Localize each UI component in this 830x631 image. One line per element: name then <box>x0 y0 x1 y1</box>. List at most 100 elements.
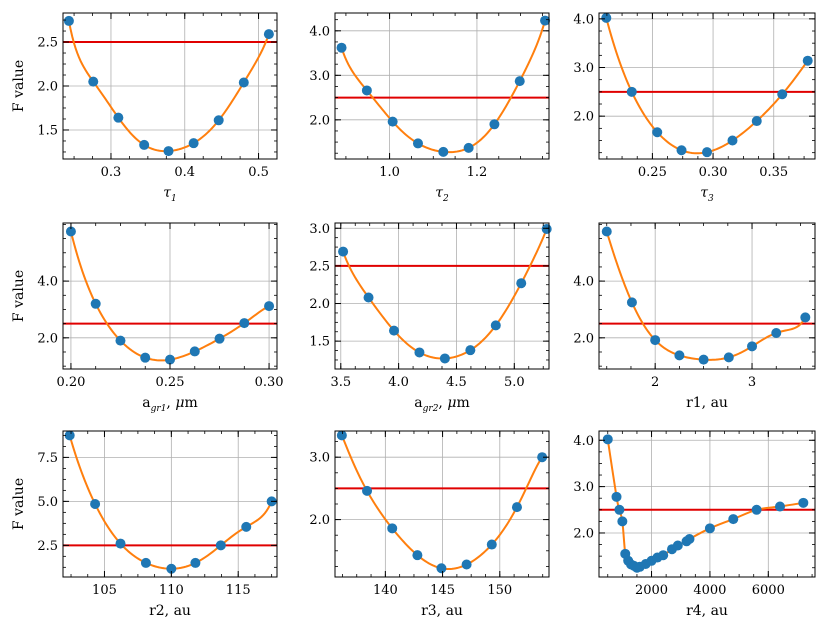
x-tick-label: 0.35 <box>759 165 788 180</box>
data-point <box>189 346 200 357</box>
x-axis-label-subscript: gr1 <box>151 404 167 414</box>
data-point <box>798 497 809 508</box>
data-point <box>115 538 126 549</box>
x-tick-label: 3.5 <box>330 375 351 390</box>
y-tick-label: 2.5 <box>309 259 330 274</box>
data-point <box>486 539 497 550</box>
x-axis-label-subscript: 3 <box>708 194 714 204</box>
data-point <box>723 352 734 363</box>
data-point <box>214 333 225 344</box>
data-point <box>90 499 101 509</box>
data-point <box>362 485 373 496</box>
data-point <box>516 278 527 289</box>
x-tick-label: 3 <box>748 375 756 390</box>
x-tick-label: 4.0 <box>388 375 409 390</box>
y-axis-label: F value <box>11 60 27 112</box>
x-axis-label-mu: μ <box>175 395 184 411</box>
data-point <box>438 146 449 157</box>
data-point <box>802 55 813 66</box>
data-point <box>388 325 399 336</box>
data-point <box>439 353 450 364</box>
x-tick-label: 0.20 <box>56 375 85 390</box>
y-tick-label: 2.0 <box>309 297 330 312</box>
data-point <box>540 15 551 26</box>
data-point <box>165 354 175 365</box>
x-tick-label: 0.30 <box>699 165 728 180</box>
y-tick-label: 5.0 <box>37 495 58 510</box>
data-point <box>239 318 250 329</box>
y-tick-label: 2.0 <box>37 80 58 95</box>
y-tick-label: 3.0 <box>309 222 330 237</box>
y-tick-label: 4.0 <box>573 434 594 449</box>
data-point <box>672 540 683 551</box>
data-point <box>611 491 622 502</box>
data-point <box>727 135 738 146</box>
y-tick-label: 2.0 <box>573 331 594 346</box>
x-tick-label: 2000 <box>635 583 668 598</box>
panel-4: 0.20 0.25 0.30 2.0 4.0 agr1, μm F value <box>11 222 284 414</box>
data-point <box>238 77 249 88</box>
data-point <box>676 145 687 156</box>
data-point <box>800 312 811 323</box>
y-tick-label: 1.5 <box>309 335 330 350</box>
x-axis-label-base: r4, au <box>686 603 728 619</box>
fit-curve <box>605 17 809 155</box>
fit-curve <box>340 434 543 571</box>
data-point <box>436 563 447 574</box>
x-axis-label-mu: μ <box>447 395 456 411</box>
x-tick-label: 0.30 <box>255 375 284 390</box>
x-axis-label: r1, au <box>686 395 728 411</box>
data-point <box>461 559 472 570</box>
x-tick-label: 5.0 <box>504 375 525 390</box>
y-tick-label: 2.0 <box>573 526 594 541</box>
y-tick-label: 2.5 <box>37 539 58 554</box>
data-point <box>614 504 625 515</box>
fit-curve <box>340 20 547 154</box>
x-axis-label-base: r2, au <box>149 603 191 619</box>
data-point <box>658 550 669 561</box>
data-point <box>163 146 174 157</box>
x-axis-label-suffix: , <box>438 395 447 411</box>
y-tick-label: 4.0 <box>309 24 330 39</box>
y-tick-label: 1.5 <box>37 123 58 138</box>
data-point <box>751 116 762 127</box>
y-tick-label: 4.0 <box>573 12 594 27</box>
data-point <box>115 335 126 346</box>
data-point <box>511 502 522 513</box>
panel-3: 0.25 0.30 0.35 2.0 3.0 4.0 τ3 <box>573 12 816 204</box>
data-point <box>465 345 476 356</box>
data-point <box>771 327 782 338</box>
fit-curve <box>68 435 273 570</box>
data-point <box>412 550 423 561</box>
x-axis-label-subscript: 2 <box>442 194 449 204</box>
x-tick-label: 140 <box>373 583 398 598</box>
panel-2: 1.0 1.2 2.0 3.0 4.0 τ2 <box>309 12 551 204</box>
data-point <box>361 85 372 96</box>
data-point <box>363 292 374 303</box>
fit-curve <box>342 228 548 360</box>
data-point <box>264 301 275 312</box>
y-tick-label: 2.0 <box>37 331 58 346</box>
data-point <box>336 42 347 53</box>
x-axis-label: r3, au <box>421 603 463 619</box>
y-tick-label: 4.0 <box>573 275 594 290</box>
data-point <box>65 226 76 237</box>
data-point <box>490 320 501 331</box>
x-tick-label: 150 <box>487 583 512 598</box>
data-point <box>728 514 739 525</box>
data-point <box>387 116 398 127</box>
data-point <box>90 298 101 309</box>
data-point <box>617 516 628 527</box>
data-point <box>188 138 199 149</box>
x-tick-label: 1.0 <box>379 165 400 180</box>
x-axis-label-unit: m <box>184 395 197 411</box>
fit-curve <box>606 439 804 569</box>
x-tick-label: 1.2 <box>467 165 488 180</box>
data-point <box>704 523 715 534</box>
data-point <box>537 452 548 463</box>
axes-frame <box>598 12 816 160</box>
x-axis-label-base: τ <box>163 185 171 201</box>
x-tick-label: 2 <box>651 375 659 390</box>
x-tick-label: 0.5 <box>248 165 269 180</box>
